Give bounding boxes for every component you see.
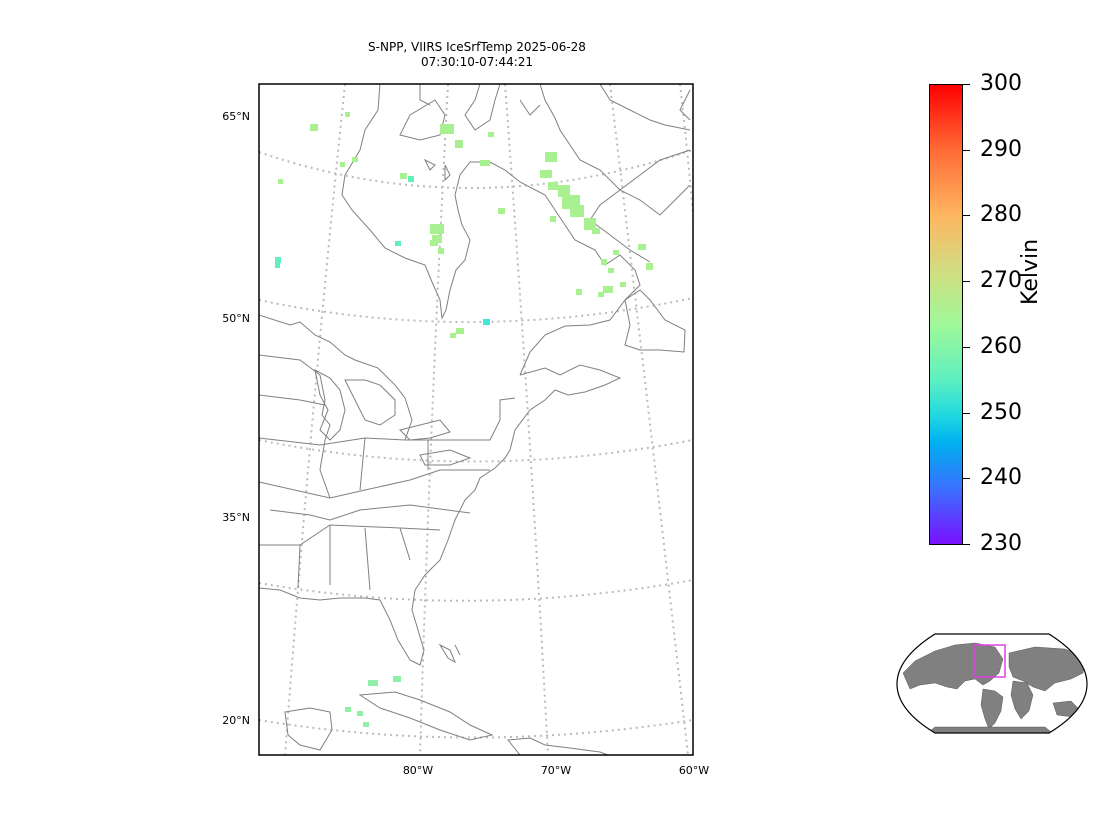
map-frame bbox=[258, 83, 694, 756]
colorbar-tick-label: 270 bbox=[980, 268, 1022, 294]
colorbar bbox=[929, 84, 963, 545]
inset-globe-outline bbox=[896, 633, 1088, 734]
map-title-line2: 07:30:10-07:44:21 bbox=[420, 55, 534, 69]
lat-label-65: 65°N bbox=[222, 110, 250, 123]
lat-label-35: 35°N bbox=[222, 511, 250, 524]
colorbar-tick-label: 260 bbox=[980, 333, 1022, 359]
lon-label-70w: 70°W bbox=[540, 764, 572, 777]
colorbar-tick-mark bbox=[963, 149, 970, 151]
colorbar-tick-mark bbox=[963, 478, 970, 480]
colorbar-tick-mark bbox=[963, 544, 970, 545]
colorbar-tick-mark bbox=[963, 412, 970, 414]
colorbar-tick-label: 240 bbox=[980, 465, 1022, 491]
coastlines bbox=[259, 84, 691, 755]
colorbar-tick-label: 230 bbox=[980, 531, 1022, 556]
colorbar-tick-label: 280 bbox=[980, 202, 1022, 228]
colorbar-tick-mark bbox=[963, 215, 970, 217]
colorbar-tick-mark bbox=[963, 84, 970, 85]
inset-globe bbox=[896, 633, 1088, 734]
colorbar-tick-label: 250 bbox=[980, 399, 1022, 425]
inset-region-box bbox=[974, 644, 1006, 678]
map-title: S-NPP, VIIRS IceSrfTemp 2025-06-28 07:30… bbox=[260, 40, 694, 70]
lat-label-20: 20°N bbox=[222, 714, 250, 727]
lon-label-60w: 60°W bbox=[678, 764, 710, 777]
colorbar-tick-mark bbox=[963, 281, 970, 283]
colorbar-label: Kelvin bbox=[1018, 238, 1043, 305]
map-title-line1: S-NPP, VIIRS IceSrfTemp 2025-06-28 bbox=[368, 40, 586, 54]
ice-temperature-pixels bbox=[275, 112, 653, 727]
colorbar-tick-mark bbox=[963, 346, 970, 348]
lat-label-50: 50°N bbox=[222, 312, 250, 325]
colorbar-tick-label: 290 bbox=[980, 136, 1022, 162]
graticule bbox=[259, 84, 693, 755]
lon-label-80w: 80°W bbox=[402, 764, 434, 777]
colorbar-tick-label: 300 bbox=[980, 71, 1022, 96]
